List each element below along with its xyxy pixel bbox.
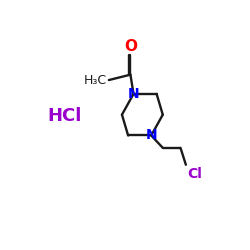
Text: N: N <box>146 128 157 142</box>
Text: N: N <box>128 87 139 101</box>
Text: Cl: Cl <box>188 167 202 181</box>
Text: HCl: HCl <box>48 107 82 125</box>
Text: H₃C: H₃C <box>84 74 106 86</box>
Text: O: O <box>124 39 137 54</box>
